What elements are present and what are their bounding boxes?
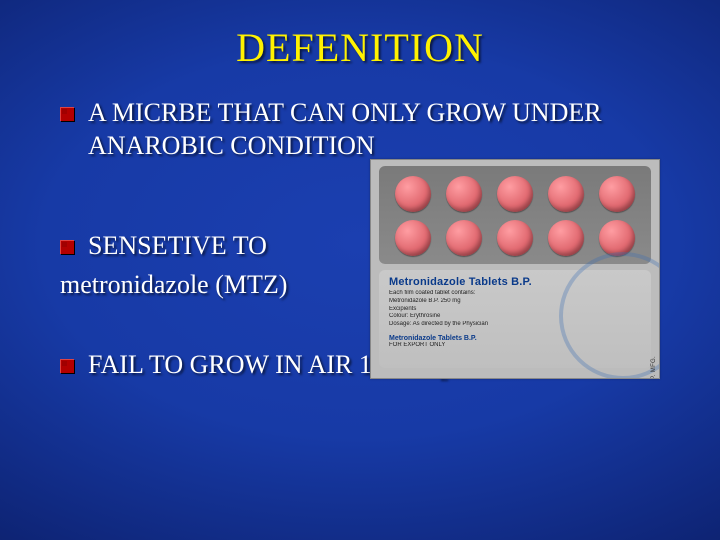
slide-title: DEFENITION bbox=[48, 24, 672, 71]
pill-icon bbox=[497, 176, 533, 212]
pill-icon bbox=[599, 176, 635, 212]
bullet-marker-icon bbox=[60, 240, 74, 254]
bullet-marker-icon bbox=[60, 359, 74, 373]
package-brand-title-repeat: Metronidazole Tablets B.P. bbox=[389, 335, 641, 342]
slide-root: DEFENITION A MICRBE THAT CAN ONLY GROW U… bbox=[0, 0, 720, 540]
blister-pack-top bbox=[379, 166, 651, 264]
blister-pack-label: Metronidazole Tablets B.P. Each film coa… bbox=[379, 270, 651, 368]
pill-icon bbox=[446, 220, 482, 256]
bullet-1-line-1: A MICRBE THAT CAN ONLY GROW UNDER bbox=[88, 97, 602, 130]
package-line: Each film coated tablet contains: bbox=[389, 290, 641, 298]
bullet-1-line-2: ANAROBIC CONDITION bbox=[88, 130, 602, 163]
pill-icon bbox=[395, 176, 431, 212]
medication-image: PremiumTablets.com Metr bbox=[370, 159, 660, 379]
package-line: Dosage: As directed by the Physician bbox=[389, 321, 641, 329]
pill-icon bbox=[395, 220, 431, 256]
pill-icon bbox=[599, 220, 635, 256]
batch-code-text: B.NO. EXP. MFG. bbox=[651, 356, 657, 379]
pill-icon bbox=[497, 220, 533, 256]
package-line: FOR EXPORT ONLY bbox=[389, 342, 641, 350]
package-line: Excipients bbox=[389, 306, 641, 314]
pill-icon bbox=[548, 220, 584, 256]
bullet-2-line-1: SENSETIVE TO bbox=[88, 230, 267, 263]
package-line: Metronidazole B.P. 250 mg bbox=[389, 298, 641, 306]
bullet-marker-icon bbox=[60, 107, 74, 121]
package-brand-title: Metronidazole Tablets B.P. bbox=[389, 276, 641, 288]
bullet-item-1: A MICRBE THAT CAN ONLY GROW UNDER ANAROB… bbox=[60, 97, 672, 162]
slide-body: A MICRBE THAT CAN ONLY GROW UNDER ANAROB… bbox=[48, 97, 672, 385]
pill-icon bbox=[548, 176, 584, 212]
package-line: Colour: Erythrosine bbox=[389, 313, 641, 321]
pill-icon bbox=[446, 176, 482, 212]
